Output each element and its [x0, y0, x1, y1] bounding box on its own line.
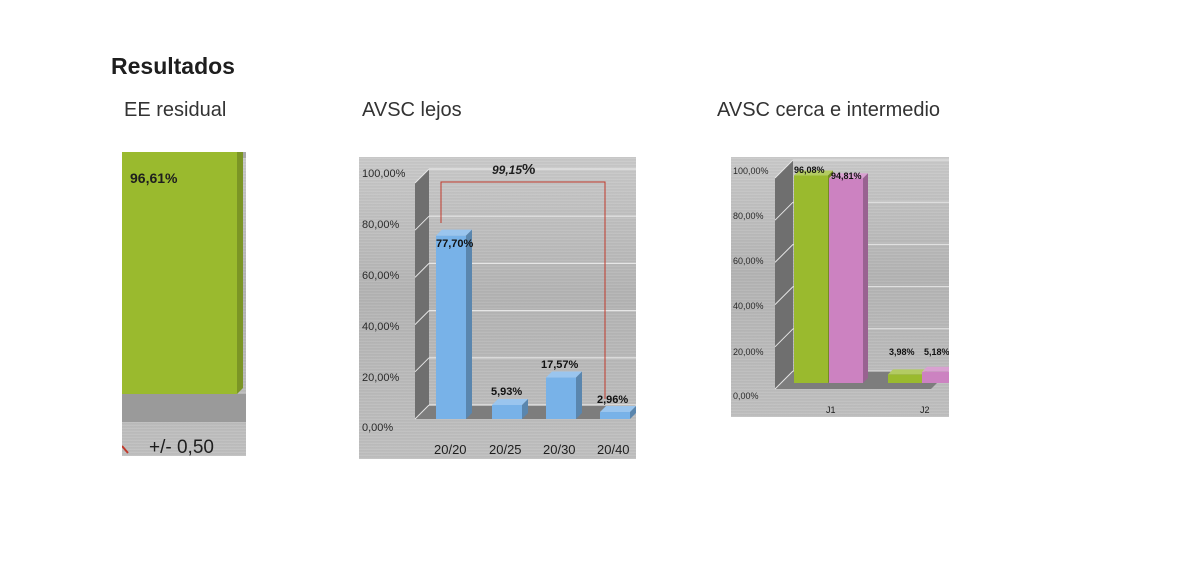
chart-avsc-cerca: 0,00% 20,00% 40,00% 60,00% 80,00% 100,00… — [731, 157, 949, 417]
bar — [922, 371, 949, 383]
chart-ee-residual-svg: 96,61% +/- 0,50 — [122, 152, 246, 456]
bar-side-face — [237, 152, 243, 394]
y-tick-label: 60,00% — [362, 270, 400, 282]
y-tick-label: 80,00% — [362, 219, 400, 231]
y-tick-label: 100,00% — [362, 168, 406, 180]
bar-value-label: 2,96% — [597, 394, 628, 406]
bar-top-face — [436, 229, 472, 236]
gridline-wall — [774, 244, 794, 263]
total-annotation: 99,15% — [492, 161, 535, 178]
bar-side-face — [576, 371, 582, 419]
bar — [122, 152, 237, 394]
bar-value-label: 17,57% — [541, 359, 579, 371]
chart-avsc-lejos-svg: 0,00% 20,00% 40,00% 60,00% 80,00% 100,00… — [362, 161, 636, 457]
gridline-wall — [414, 215, 430, 231]
total-annotation-unit: % — [522, 161, 535, 178]
panel-title-avsc-lejos: AVSC lejos — [362, 99, 462, 121]
y-tick-label: 60,00% — [733, 256, 764, 266]
bar-top-face — [546, 371, 582, 378]
bar — [492, 405, 522, 419]
x-tick-label: 20/40 — [597, 442, 630, 457]
gridline-wall — [774, 201, 794, 221]
page-title: Resultados — [111, 53, 235, 79]
bar-top-face — [829, 173, 868, 179]
bar-top-face — [794, 170, 833, 176]
y-tick-label: 40,00% — [362, 321, 400, 333]
total-bracket — [440, 181, 606, 399]
panel-title-ee-residual: EE residual — [124, 99, 227, 121]
panel-title-avsc-cerca: AVSC cerca e intermedio — [717, 99, 941, 121]
x-tick-label: 20/30 — [543, 442, 576, 457]
y-tick-label: 80,00% — [733, 211, 764, 221]
gridline-wall — [414, 404, 430, 420]
y-tick-label: 0,00% — [362, 422, 393, 434]
chart-avsc-lejos: 0,00% 20,00% 40,00% 60,00% 80,00% 100,00… — [359, 157, 636, 459]
gridline-wall — [414, 168, 430, 184]
bar-value-label: 94,81% — [831, 171, 862, 181]
bar-side-face — [630, 406, 636, 419]
y-tick-label: 100,00% — [733, 166, 769, 176]
bar-value-label: 96,61% — [130, 170, 178, 186]
total-annotation-value: 99,15 — [492, 163, 522, 177]
bar-value-label: 5,93% — [491, 386, 522, 398]
bar — [436, 235, 466, 419]
gridline-wall — [774, 328, 794, 348]
gridline-wall — [774, 370, 794, 390]
tolerance-note: +/- 0,50 — [149, 437, 214, 456]
bar-side-face — [863, 173, 868, 383]
bar-side-face — [466, 229, 472, 419]
axis-corner-mark — [122, 445, 129, 454]
bar-top-face — [492, 399, 528, 406]
chart-side-wall — [415, 169, 429, 419]
gridline-wall — [414, 357, 430, 373]
x-tick-label: 20/20 — [434, 442, 467, 457]
bar — [888, 374, 922, 383]
bar-top-face — [600, 406, 636, 413]
x-tick-label: 20/25 — [489, 442, 522, 457]
y-tick-label: 40,00% — [733, 301, 764, 311]
gridline-wall — [414, 263, 430, 278]
bar-top-face — [922, 366, 949, 372]
bar-side-face — [522, 399, 528, 419]
bar — [546, 377, 576, 419]
chart-side-wall — [775, 160, 793, 389]
y-tick-label: 20,00% — [362, 372, 400, 384]
chart-floor — [122, 394, 246, 422]
x-tick-label: J1 — [826, 405, 836, 415]
gridline-wall — [774, 286, 794, 305]
gridline-wall — [774, 159, 794, 179]
bar-value-label: 5,18% — [924, 347, 949, 357]
y-tick-label: 20,00% — [733, 347, 764, 357]
chart-ee-residual: 96,61% +/- 0,50 — [122, 152, 246, 456]
bar-value-label: 3,98% — [889, 347, 915, 357]
bar-top-face — [888, 369, 927, 375]
bar-value-label: 77,70% — [436, 238, 474, 250]
x-tick-label: J2 — [920, 405, 930, 415]
bar — [794, 175, 828, 383]
bar-value-label: 96,08% — [794, 165, 825, 175]
bar — [600, 412, 630, 419]
chart-avsc-cerca-svg: 0,00% 20,00% 40,00% 60,00% 80,00% 100,00… — [733, 159, 949, 415]
gridline-wall — [414, 310, 430, 325]
y-tick-label: 0,00% — [733, 391, 759, 401]
bar — [829, 178, 863, 383]
